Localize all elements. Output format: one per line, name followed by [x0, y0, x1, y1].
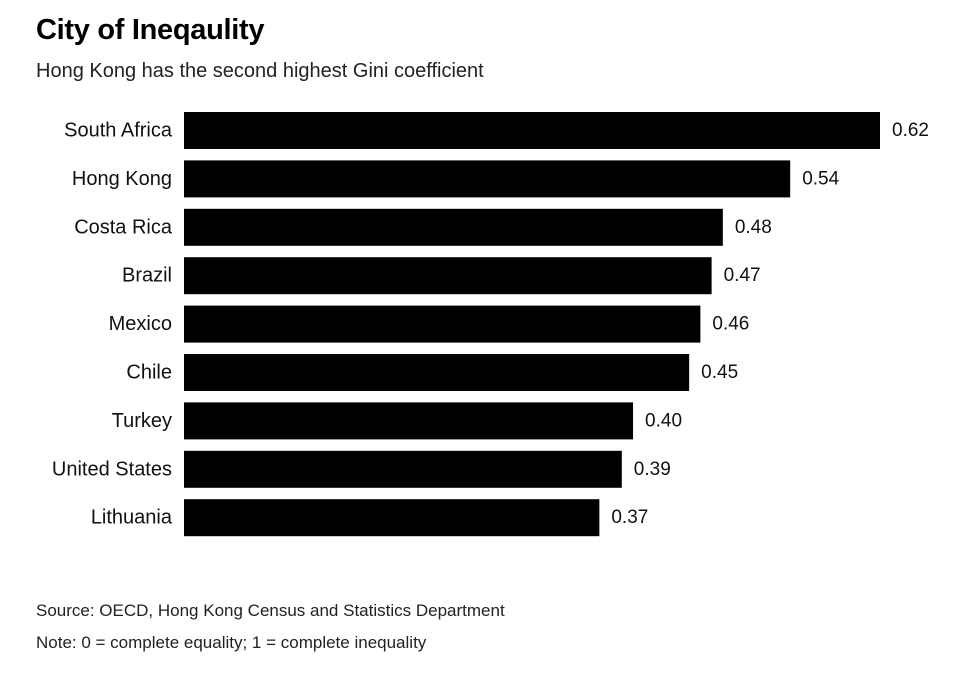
chart-title: City of Ineqaulity [36, 14, 265, 46]
bar-lithuania [184, 499, 600, 537]
category-label-south-africa: South Africa [64, 120, 173, 142]
category-label-brazil: Brazil [122, 265, 172, 287]
value-label-united-states: 0.39 [634, 459, 671, 480]
bar-brazil [184, 257, 712, 295]
bar-mexico [184, 305, 701, 343]
category-label-turkey: Turkey [112, 410, 172, 432]
category-label-costa-rica: Costa Rica [74, 216, 173, 238]
category-label-united-states: United States [52, 458, 172, 480]
value-label-south-africa: 0.62 [892, 120, 929, 141]
value-label-hong-kong: 0.54 [802, 168, 839, 189]
value-label-chile: 0.45 [701, 362, 738, 383]
value-label-turkey: 0.40 [645, 410, 682, 431]
chart-subtitle: Hong Kong has the second highest Gini co… [36, 60, 484, 82]
value-label-costa-rica: 0.48 [735, 217, 772, 238]
bar-turkey [184, 402, 634, 440]
category-label-chile: Chile [126, 362, 172, 384]
category-label-hong-kong: Hong Kong [72, 168, 172, 190]
bar-united-states [184, 450, 622, 488]
source-note: Source: OECD, Hong Kong Census and Stati… [36, 601, 505, 620]
value-label-mexico: 0.46 [712, 314, 749, 335]
scale-note: Note: 0 = complete equality; 1 = complet… [36, 633, 427, 652]
bar-south-africa [184, 112, 880, 149]
category-label-mexico: Mexico [109, 313, 172, 335]
category-label-lithuania: Lithuania [91, 507, 173, 529]
value-label-lithuania: 0.37 [611, 507, 648, 528]
value-label-brazil: 0.47 [724, 265, 761, 286]
bar-hong-kong [184, 160, 791, 198]
bar-costa-rica [184, 208, 723, 246]
bar-chile [184, 354, 690, 391]
